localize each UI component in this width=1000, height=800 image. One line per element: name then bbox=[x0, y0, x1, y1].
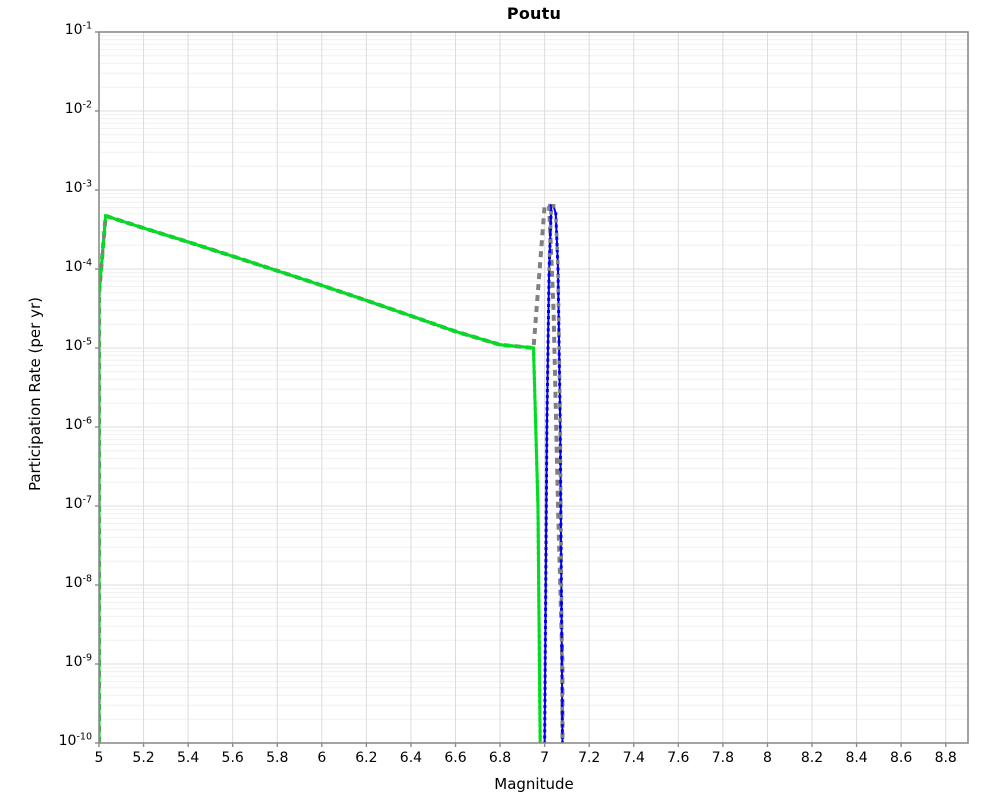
y-tick-label: 10-9 bbox=[64, 652, 92, 670]
series-characteristic-fault-rupture bbox=[543, 204, 564, 743]
y-tick-label: 10-4 bbox=[64, 257, 92, 275]
x-tick-label: 8.4 bbox=[845, 750, 868, 766]
x-tick-label: 8 bbox=[762, 750, 772, 766]
x-tick-label: 7.6 bbox=[667, 750, 690, 766]
x-tick-label: 8.6 bbox=[890, 750, 913, 766]
x-tick-label: 7.4 bbox=[622, 750, 645, 766]
x-tick-label: 6 bbox=[317, 750, 327, 766]
x-tick-label: 5.4 bbox=[176, 750, 200, 766]
x-tick-label: 8.8 bbox=[934, 750, 957, 766]
y-tick-label: 10-6 bbox=[64, 415, 92, 433]
y-tick-label: 10-2 bbox=[64, 99, 92, 117]
y-tick-label: 10-7 bbox=[64, 494, 92, 512]
x-tick-label: 7.2 bbox=[578, 750, 601, 766]
y-tick-label: 10-1 bbox=[64, 20, 92, 38]
x-tick-label: 6.4 bbox=[399, 750, 423, 766]
x-tick-label: 7 bbox=[540, 750, 550, 766]
x-axis-label: Magnitude bbox=[494, 775, 574, 793]
y-tick-label: 10-3 bbox=[64, 178, 92, 196]
x-tick-label: 5 bbox=[94, 750, 104, 766]
x-tick-label: 6.6 bbox=[444, 750, 467, 766]
x-tick-label: 6.8 bbox=[488, 750, 512, 766]
x-tick-label: 6.2 bbox=[355, 750, 378, 766]
y-tick-label: 10-5 bbox=[64, 336, 92, 354]
x-tick-label: 7.8 bbox=[711, 750, 735, 766]
y-tick-label: 10-10 bbox=[58, 731, 92, 749]
page-title: Poutu bbox=[506, 4, 562, 23]
y-tick-label: 10-8 bbox=[64, 573, 92, 591]
x-tick-label: 5.6 bbox=[221, 750, 244, 766]
x-tick-label: 5.2 bbox=[132, 750, 155, 766]
x-tick-label: 5.8 bbox=[266, 750, 289, 766]
x-tick-label: 8.2 bbox=[800, 750, 824, 766]
